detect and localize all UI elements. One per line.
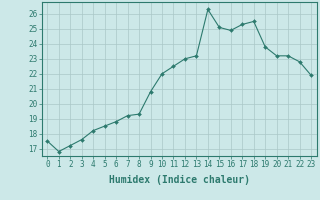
X-axis label: Humidex (Indice chaleur): Humidex (Indice chaleur) bbox=[109, 175, 250, 185]
